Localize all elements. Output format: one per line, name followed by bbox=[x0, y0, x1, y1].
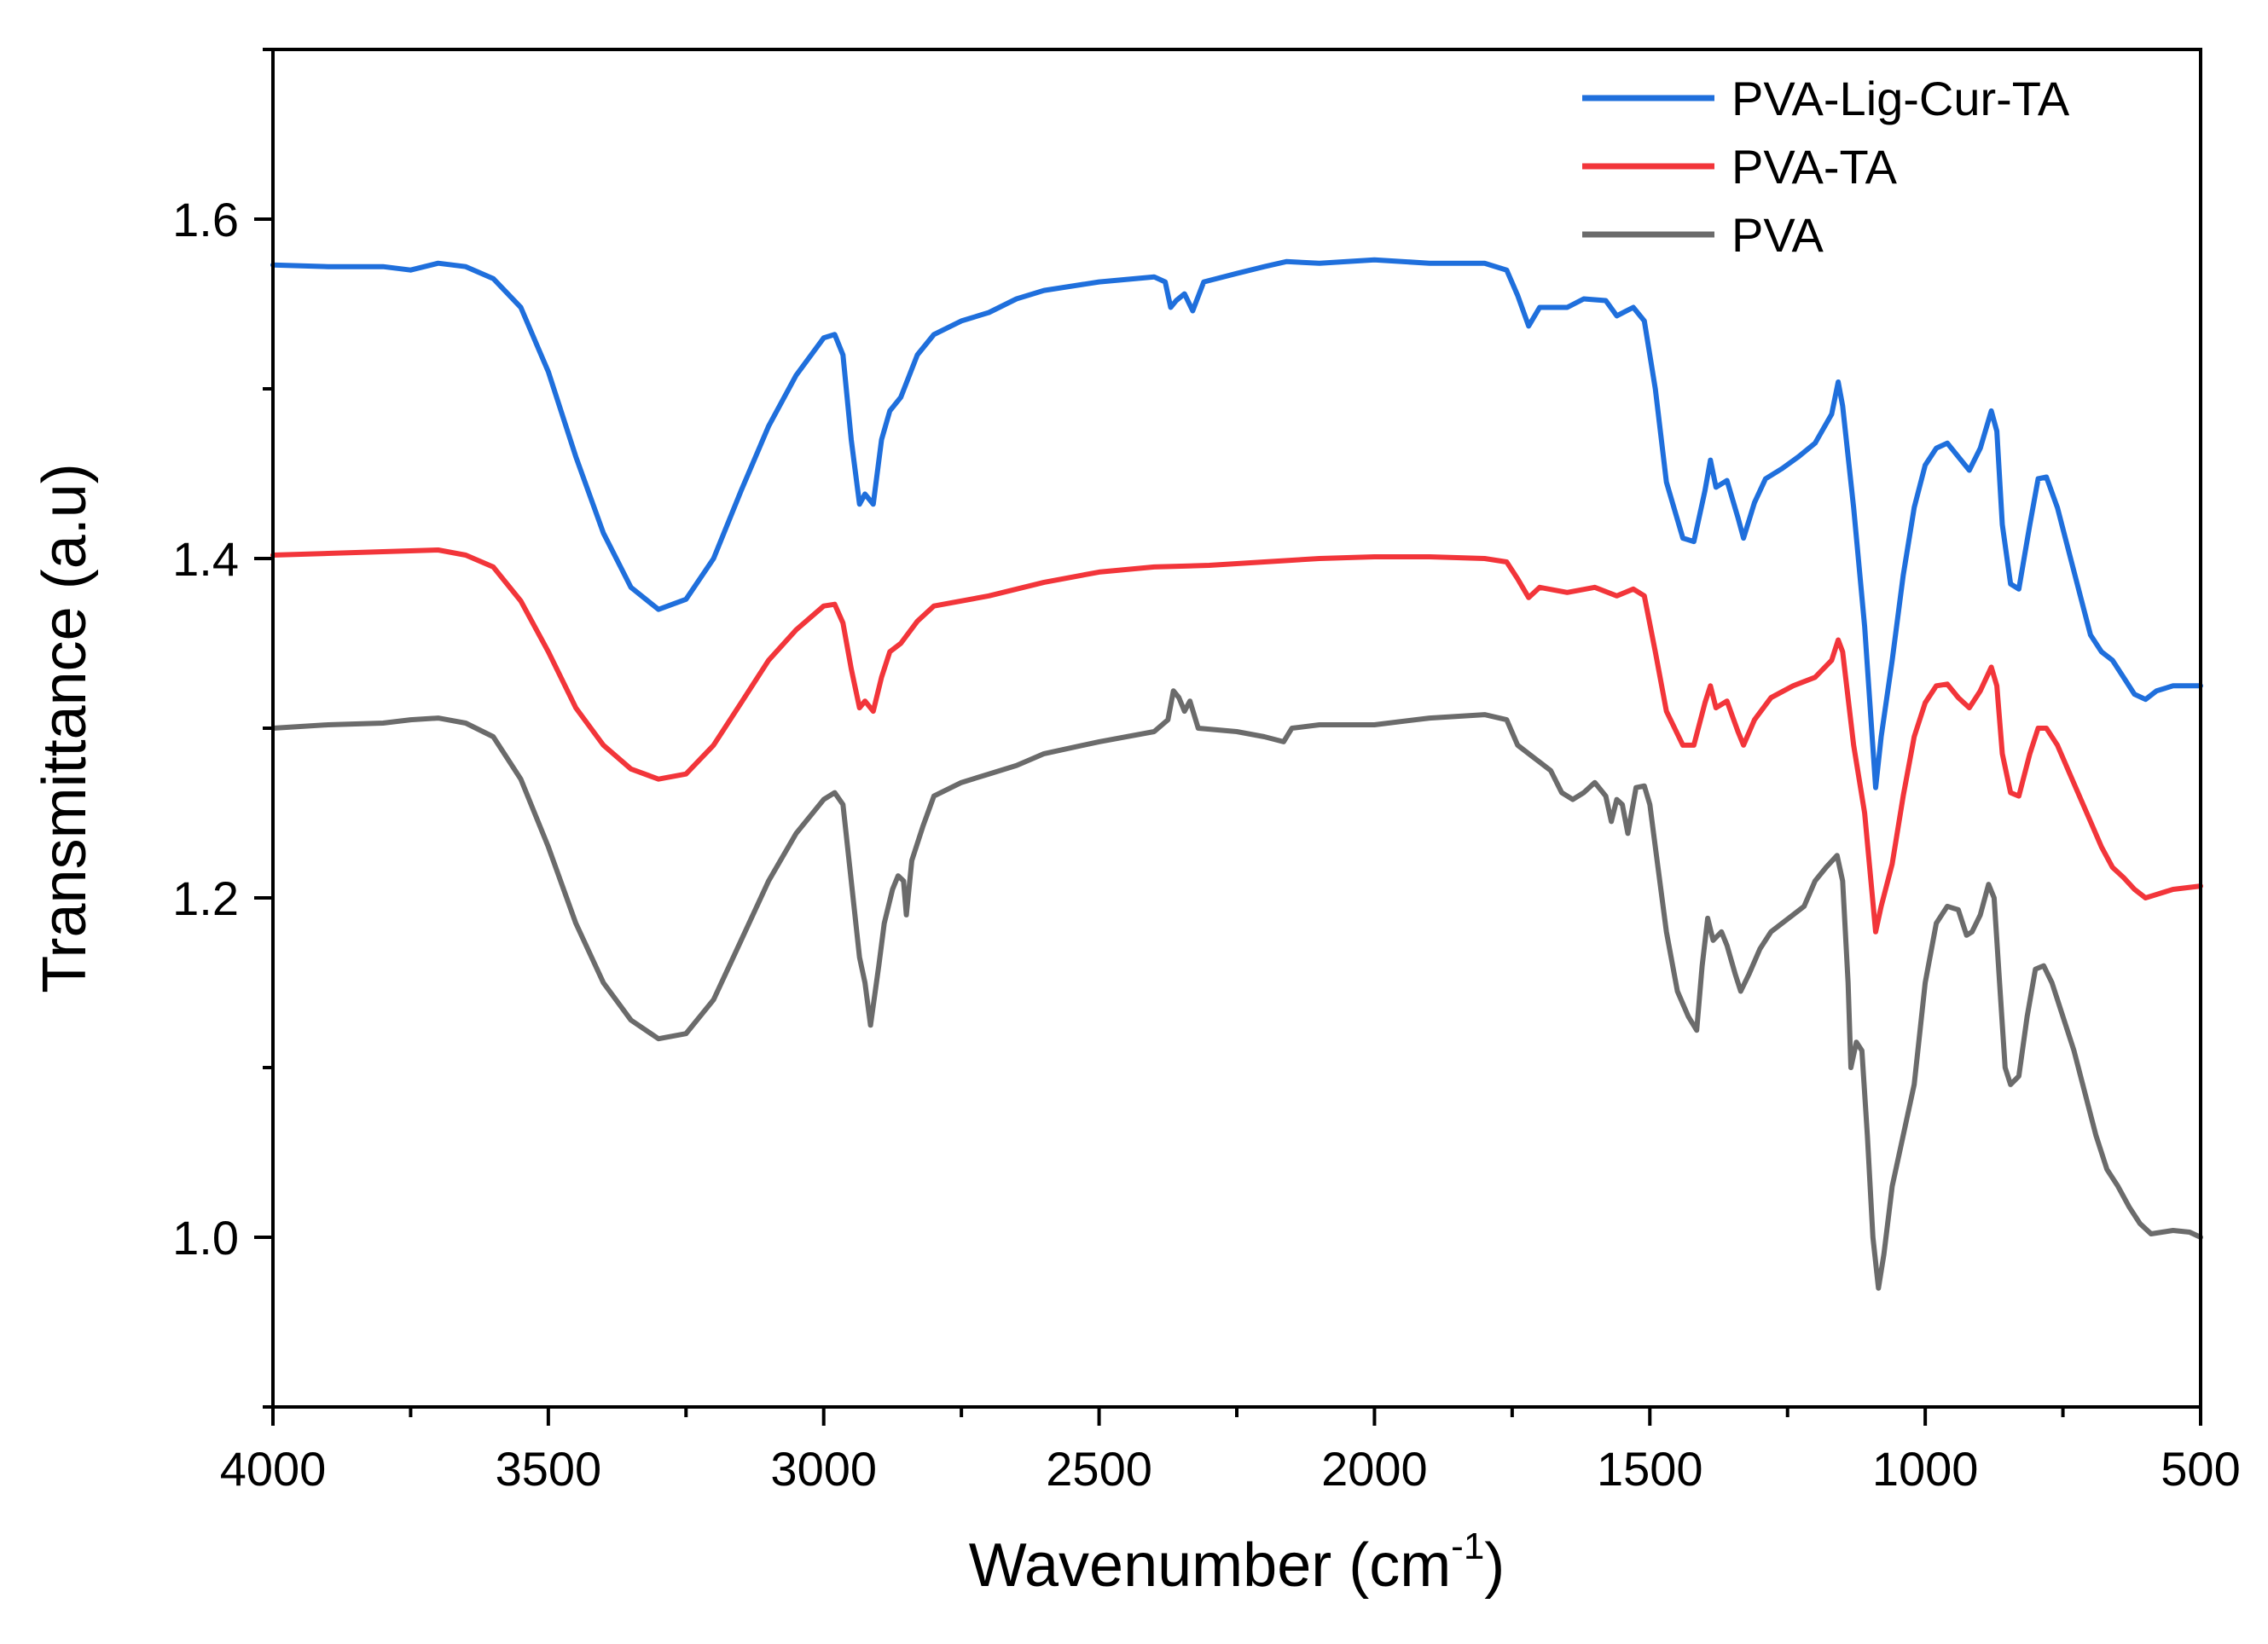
legend-label: PVA bbox=[1731, 208, 1824, 262]
x-tick-label: 2500 bbox=[1046, 1442, 1152, 1496]
y-tick-label: 1.6 bbox=[172, 193, 239, 246]
y-tick-label: 1.4 bbox=[172, 532, 239, 586]
x-tick-label: 3500 bbox=[496, 1442, 602, 1496]
legend: PVA-Lig-Cur-TA PVA-TA PVA bbox=[1582, 72, 2070, 262]
y-axis-title: Transmittance (a.u) bbox=[31, 463, 99, 993]
x-tick-label: 1000 bbox=[1872, 1442, 1979, 1496]
x-tick-label: 1500 bbox=[1597, 1442, 1703, 1496]
x-axis-title: Wavenumber (cm-1) bbox=[969, 1525, 1505, 1600]
x-tick-label: 2000 bbox=[1321, 1442, 1428, 1496]
ticks-layer: 4000 3500 3000 2500 2000 1500 1000 500 1.0 1.2 1.4… bbox=[172, 48, 2241, 1496]
series-line-3 bbox=[270, 688, 2203, 1291]
series-layer bbox=[270, 257, 2203, 1291]
y-tick-label: 1.2 bbox=[172, 871, 239, 925]
x-tick-label: 3000 bbox=[770, 1442, 877, 1496]
y-tick-label: 1.0 bbox=[172, 1211, 239, 1265]
x-tick-label: 4000 bbox=[220, 1442, 327, 1496]
series-line-1 bbox=[270, 257, 2203, 790]
series-line-2 bbox=[270, 547, 2203, 935]
legend-label: PVA-Lig-Cur-TA bbox=[1731, 72, 2070, 125]
x-tick-label: 500 bbox=[2161, 1442, 2240, 1496]
legend-label: PVA-TA bbox=[1731, 140, 1898, 194]
plot-frame bbox=[271, 48, 2202, 1409]
